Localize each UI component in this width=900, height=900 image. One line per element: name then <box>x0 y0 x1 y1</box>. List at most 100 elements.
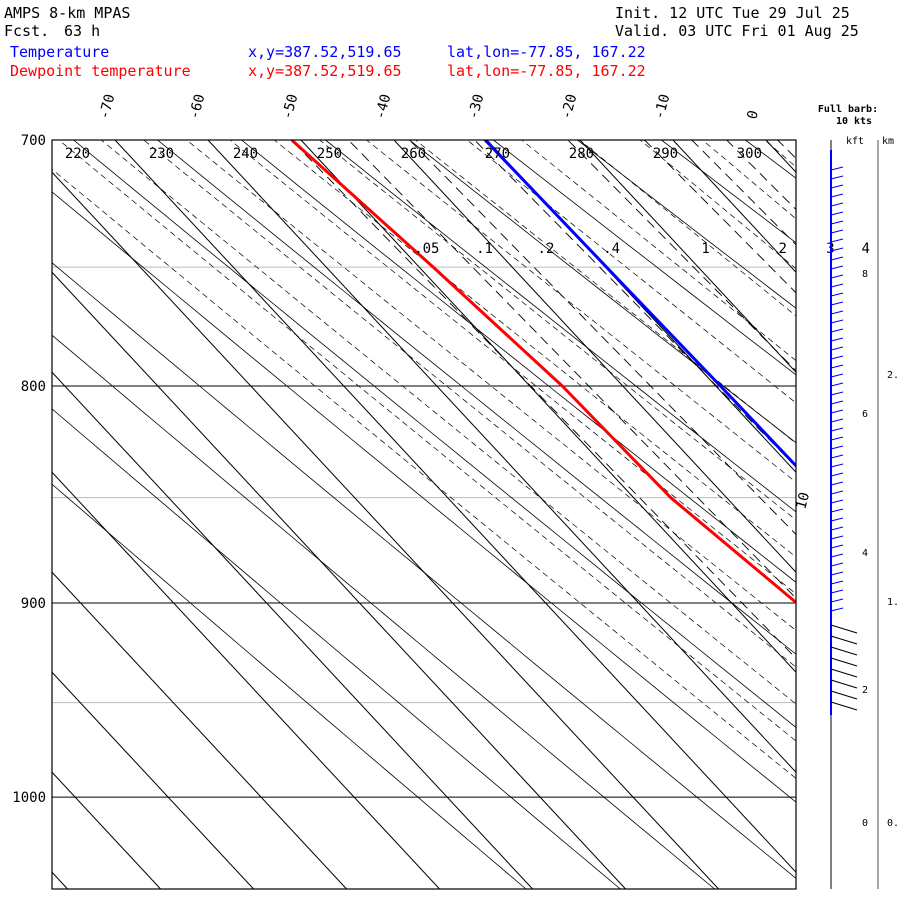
wind-barb <box>830 526 844 531</box>
legend-temperature: Temperature <box>10 43 110 61</box>
axis-labels: 700 800 900 1000 -70 -60 -50 -40 -30 -20 -10 0 10 220… <box>12 92 870 806</box>
km-tick-label: 2. <box>887 370 899 381</box>
isotherm-line <box>52 371 533 889</box>
theta-label: 220 <box>65 146 90 162</box>
kft-tick-label: 0 <box>862 818 868 829</box>
isotherm-label: -40 <box>372 92 394 121</box>
mixing-ratio-line <box>347 140 796 599</box>
isotherm-line <box>672 140 796 273</box>
moist-adiabat <box>0 0 900 797</box>
wind-barb <box>830 184 844 189</box>
dewpoint-xy: x,y=387.52,519.65 <box>248 62 402 80</box>
wind-barb <box>830 238 844 243</box>
theta-label: 260 <box>401 146 426 162</box>
moist-adiabat <box>764 140 796 168</box>
isotherm-line <box>52 271 626 889</box>
wind-barb <box>830 463 844 468</box>
wind-barb <box>830 373 844 378</box>
pressure-tick-label: 900 <box>21 596 46 612</box>
moist-adiabat <box>0 0 900 797</box>
pressure-tick-label: 1000 <box>12 790 46 806</box>
moist-adiabat <box>701 140 796 220</box>
plot-frame <box>51 139 797 890</box>
wind-barb <box>830 499 844 504</box>
temperature-latlon: lat,lon=-77.85, 167.22 <box>447 43 646 61</box>
isotherm-line <box>393 140 796 573</box>
theta-label: 290 <box>653 146 678 162</box>
wind-barb <box>830 301 844 306</box>
wind-barb <box>830 657 858 667</box>
barb-legend-subtitle: 10 kts <box>836 116 872 127</box>
mixing-ratio-label: 1 <box>701 241 709 257</box>
theta-label: 300 <box>737 146 762 162</box>
wind-barb <box>830 337 844 342</box>
moist-adiabat <box>52 168 796 779</box>
valid-time: Valid. 03 UTC Fri 01 Aug 25 <box>615 22 859 40</box>
wind-barb <box>830 400 844 405</box>
barb-legend-title: Full barb: <box>818 104 878 115</box>
temperature-xy: x,y=387.52,519.65 <box>248 43 402 61</box>
isotherm-line <box>579 140 796 373</box>
mixing-ratio-line <box>408 140 796 536</box>
wind-barb <box>830 562 844 567</box>
fcst-value: 63 h <box>64 22 101 40</box>
model-title: AMPS 8-km MPAS <box>4 4 131 22</box>
wind-barb <box>830 310 844 315</box>
mixing-ratio-line <box>473 140 796 468</box>
wind-barb <box>830 535 844 540</box>
wind-barb <box>830 436 844 441</box>
theta-label: 240 <box>233 146 258 162</box>
wind-barb <box>830 211 844 216</box>
isotherm-line <box>52 471 440 889</box>
moist-adiabat <box>273 140 796 558</box>
dry-adiabat <box>52 334 716 889</box>
mixing-ratio-line <box>567 140 796 372</box>
theta-label: 280 <box>569 146 594 162</box>
wind-barb <box>830 635 858 645</box>
wind-barb <box>830 445 844 450</box>
isotherm-label: -60 <box>186 92 208 121</box>
isotherm-line <box>207 140 796 773</box>
kft-tick-label: 8 <box>862 269 868 280</box>
wind-barb <box>830 427 844 432</box>
isotherm-line <box>52 771 161 889</box>
wind-barb <box>830 256 844 261</box>
wind-barb <box>830 175 844 180</box>
fcst-label: Fcst. <box>4 22 50 40</box>
moist-adiabat <box>143 140 796 668</box>
wind-barb <box>830 580 844 585</box>
wind-barb <box>830 646 858 656</box>
wind-barb <box>830 454 844 459</box>
moist-adiabat <box>229 140 796 595</box>
dry-adiabat <box>52 483 527 889</box>
legend-dewpoint: Dewpoint temperature <box>10 62 191 80</box>
wind-barb <box>830 508 844 513</box>
wind-barb <box>830 391 844 396</box>
wind-barb <box>830 247 844 252</box>
moist-adiabat <box>0 0 900 797</box>
isotherm-line <box>52 671 254 889</box>
moist-adiabat <box>319 140 796 521</box>
moist-adiabat <box>578 140 796 317</box>
series-group <box>290 140 796 605</box>
moist-adiabat <box>414 140 796 444</box>
wind-barb <box>830 220 844 225</box>
kft-label: kft <box>846 136 864 147</box>
moist-adiabat <box>466 140 796 404</box>
mixing-ratio-label: .05 <box>414 241 439 257</box>
moist-adiabat <box>0 0 900 797</box>
pressure-tick-label: 700 <box>21 133 46 149</box>
wind-barb <box>830 517 844 522</box>
km-tick-label: 0. <box>887 818 899 829</box>
wind-barb <box>830 544 844 549</box>
mixing-ratio-line <box>643 140 796 294</box>
mixing-ratio-label: .1 <box>476 241 493 257</box>
